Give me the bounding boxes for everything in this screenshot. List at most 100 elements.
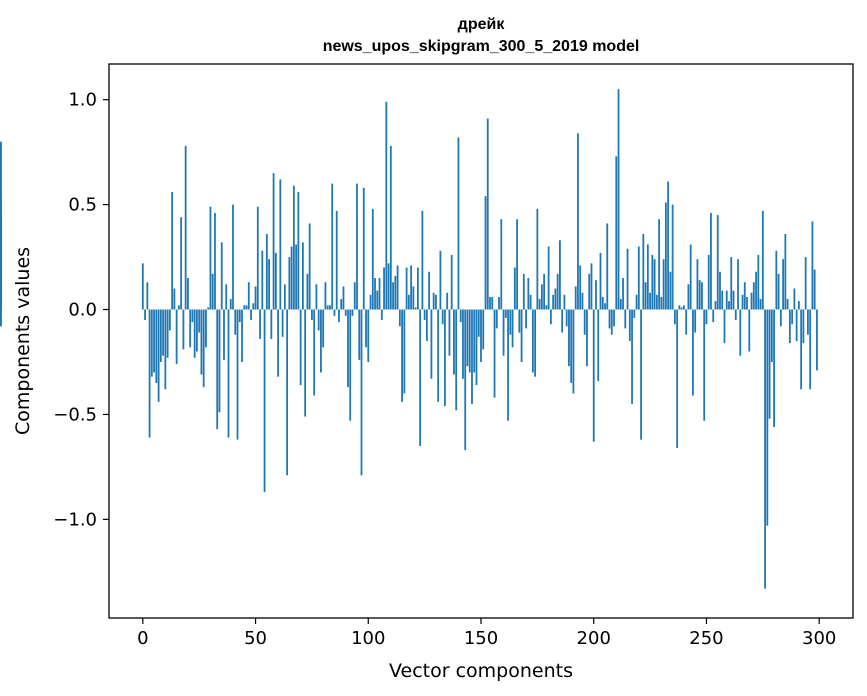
bar bbox=[793, 288, 796, 310]
bar bbox=[157, 309, 160, 402]
bar bbox=[223, 309, 225, 360]
bar bbox=[489, 296, 491, 310]
bar bbox=[516, 219, 518, 310]
bar bbox=[811, 221, 814, 310]
bar bbox=[360, 309, 363, 476]
bar bbox=[166, 309, 169, 358]
bar bbox=[164, 309, 167, 390]
bar bbox=[0, 309, 2, 327]
bar bbox=[568, 309, 570, 367]
bar bbox=[563, 294, 566, 310]
bar bbox=[342, 286, 345, 310]
y-tick-label: 0.0 bbox=[68, 300, 97, 321]
bar bbox=[549, 309, 552, 325]
bar bbox=[250, 309, 252, 321]
bar bbox=[153, 309, 155, 373]
bar bbox=[631, 309, 633, 404]
y-axis-label: Components values bbox=[12, 247, 34, 435]
bar bbox=[525, 309, 527, 329]
bar bbox=[730, 257, 733, 310]
bar bbox=[446, 292, 449, 310]
bar bbox=[689, 244, 692, 310]
bar bbox=[365, 309, 367, 348]
bar bbox=[187, 278, 189, 310]
bar bbox=[475, 309, 478, 386]
bar bbox=[432, 292, 435, 310]
bar bbox=[809, 309, 812, 390]
bar bbox=[324, 282, 327, 310]
bar bbox=[353, 282, 356, 310]
bar bbox=[338, 309, 340, 323]
bar bbox=[150, 309, 153, 377]
bar bbox=[141, 263, 144, 310]
bar bbox=[581, 292, 584, 310]
bar bbox=[804, 257, 807, 310]
bar bbox=[752, 282, 755, 310]
bar bbox=[401, 309, 403, 402]
bar bbox=[660, 296, 663, 310]
bar bbox=[680, 307, 683, 310]
bar bbox=[673, 309, 676, 325]
bar bbox=[295, 244, 298, 310]
bar bbox=[687, 284, 690, 310]
bar bbox=[193, 309, 196, 358]
bar bbox=[340, 299, 343, 310]
bar bbox=[813, 269, 816, 310]
bar bbox=[737, 259, 739, 310]
bar bbox=[504, 309, 507, 318]
y-tick-label: 1.0 bbox=[68, 90, 97, 111]
bar bbox=[349, 309, 352, 421]
bar bbox=[653, 259, 656, 310]
bar bbox=[453, 309, 455, 375]
bar bbox=[200, 309, 203, 375]
bar bbox=[387, 263, 390, 310]
bar bbox=[734, 309, 737, 321]
bar bbox=[254, 286, 257, 310]
bar bbox=[247, 282, 250, 310]
chart-subtitle: news_upos_skipgram_300_5_2019 model bbox=[323, 38, 640, 55]
bar bbox=[500, 219, 503, 310]
bar bbox=[664, 202, 667, 310]
bar bbox=[448, 309, 451, 356]
bar bbox=[766, 309, 769, 526]
bar bbox=[238, 309, 241, 323]
bar bbox=[502, 309, 505, 356]
bar bbox=[599, 252, 602, 310]
bar bbox=[608, 309, 611, 329]
bar bbox=[741, 294, 744, 310]
bar bbox=[146, 282, 149, 310]
bar bbox=[644, 282, 647, 310]
bar bbox=[574, 286, 577, 310]
bar bbox=[466, 309, 469, 367]
bar bbox=[286, 309, 289, 476]
bar bbox=[782, 259, 785, 310]
bar bbox=[719, 271, 721, 310]
bar bbox=[189, 309, 192, 348]
bar bbox=[531, 309, 534, 373]
bar bbox=[196, 309, 198, 352]
bar bbox=[572, 309, 575, 394]
bar bbox=[184, 145, 187, 310]
bar bbox=[229, 299, 232, 310]
bar bbox=[797, 301, 800, 310]
bar bbox=[561, 309, 564, 333]
y-tick-label: 0.5 bbox=[68, 195, 97, 216]
bar bbox=[779, 309, 782, 327]
bar bbox=[234, 309, 237, 335]
bar bbox=[628, 309, 631, 341]
bar bbox=[615, 156, 618, 310]
bar bbox=[536, 208, 539, 310]
bar bbox=[486, 118, 489, 310]
bar bbox=[256, 206, 259, 310]
bar bbox=[416, 267, 419, 310]
bar bbox=[788, 309, 791, 344]
bar bbox=[622, 278, 624, 310]
bar bbox=[0, 305, 2, 310]
bar bbox=[728, 301, 730, 310]
bar bbox=[380, 309, 383, 321]
bar bbox=[211, 273, 214, 310]
bar bbox=[642, 233, 645, 310]
bar bbox=[764, 309, 766, 589]
bar bbox=[430, 309, 433, 379]
bar bbox=[455, 309, 458, 411]
